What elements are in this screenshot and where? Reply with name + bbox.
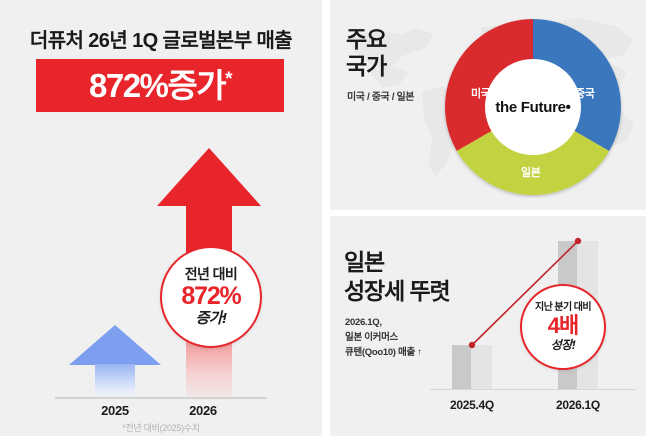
quarterly-growth-badge-value: 4배: [547, 312, 580, 338]
footnote: *전년 대비(2025)수치: [122, 423, 200, 433]
donut-hole: [485, 59, 581, 155]
axis-label-2025: 2025: [101, 403, 129, 418]
highlight-value: 872%증가: [88, 67, 227, 104]
page-title: 더퓨처 26년 1Q 글로벌본부 매출: [29, 30, 293, 52]
bar-chart-axis: [430, 388, 636, 390]
arrow-up-2025-icon: [69, 325, 161, 398]
growth-badge-bottom-label: 증가!: [195, 309, 227, 327]
highlight-banner: 872%증가*: [36, 59, 284, 112]
quarterly-growth-badge-top-label: 지난 분기 대비: [535, 301, 592, 313]
donut-chart-svg: [445, 19, 621, 195]
bar-2025-4q-dark: [452, 345, 471, 389]
panel-japan-growth: 일본 성장세 뚜렷 2026.1Q, 일본 이커머스 큐텐(Qoo10) 매출 …: [330, 216, 646, 436]
bars-panel-subtitle: 2026.1Q, 일본 이커머스 큐텐(Qoo10) 매출 ↑: [345, 317, 422, 359]
donut-chart: the Future• 미국 중국 일본: [440, 16, 626, 198]
donut-panel-subtitle: 미국 / 중국 / 일본: [347, 92, 415, 103]
axis-label-2026-1q: 2026.1Q: [556, 398, 600, 412]
growth-badge-value: 872%: [181, 282, 241, 311]
baseline-axis: [55, 397, 267, 399]
axis-label-2025-4q: 2025.4Q: [450, 398, 494, 412]
panel-key-countries: 주요 국가 미국 / 중국 / 일본 the F: [330, 0, 646, 210]
growth-badge-top-label: 전년 대비: [184, 265, 238, 282]
asterisk-marker: *: [225, 69, 232, 90]
bar-2025-4q-light: [471, 345, 492, 389]
quarterly-growth-badge: 지난 분기 대비 4배 성장!: [520, 284, 606, 370]
highlight-banner-label: 872%증가*: [88, 67, 233, 104]
arrow-head-2026: [157, 148, 261, 206]
arrow-head-2025: [69, 325, 161, 365]
growth-badge: 전년 대비 872% 증가!: [160, 246, 262, 348]
arrow-shaft-2025: [95, 364, 135, 398]
bars-panel-title: 일본 성장세 뚜렷: [344, 249, 451, 305]
quarterly-growth-badge-bottom-label: 성장!: [550, 338, 576, 353]
panel-revenue-growth: 더퓨처 26년 1Q 글로벌본부 매출 872%증가* 전년 대비 872% 증…: [0, 0, 322, 436]
axis-label-2026: 2026: [189, 403, 217, 418]
bar-2025-4q: [452, 345, 492, 389]
donut-panel-title: 주요 국가: [346, 26, 387, 80]
